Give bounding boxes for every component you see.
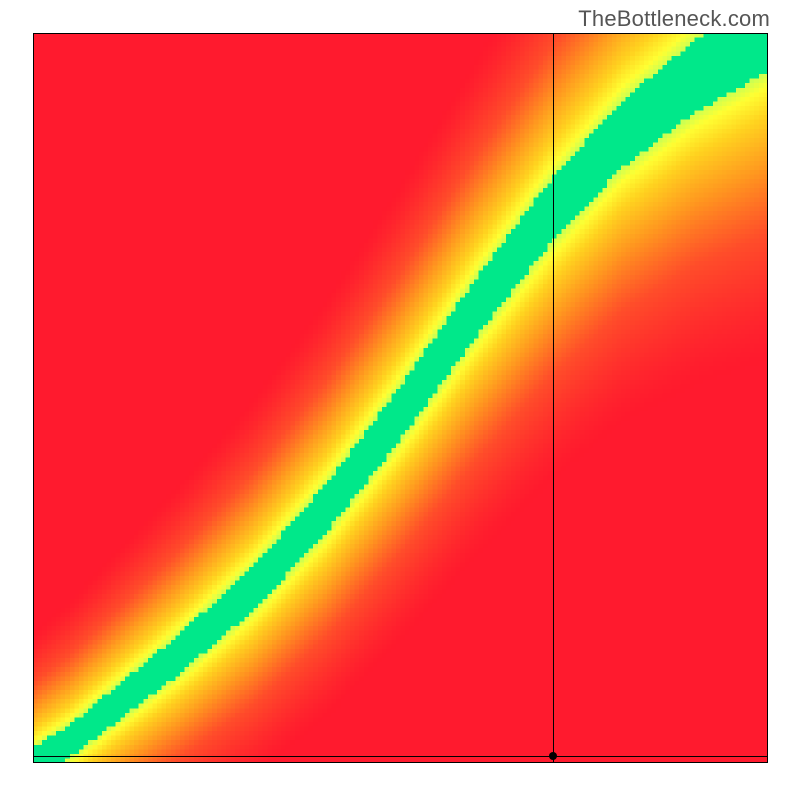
crosshair-horizontal [33, 756, 768, 757]
marker-dot [549, 752, 557, 760]
plot-frame [33, 33, 768, 763]
container: TheBottleneck.com [0, 0, 800, 800]
bottleneck-heatmap [33, 33, 768, 763]
watermark-text: TheBottleneck.com [578, 6, 770, 32]
crosshair-vertical [553, 33, 554, 763]
